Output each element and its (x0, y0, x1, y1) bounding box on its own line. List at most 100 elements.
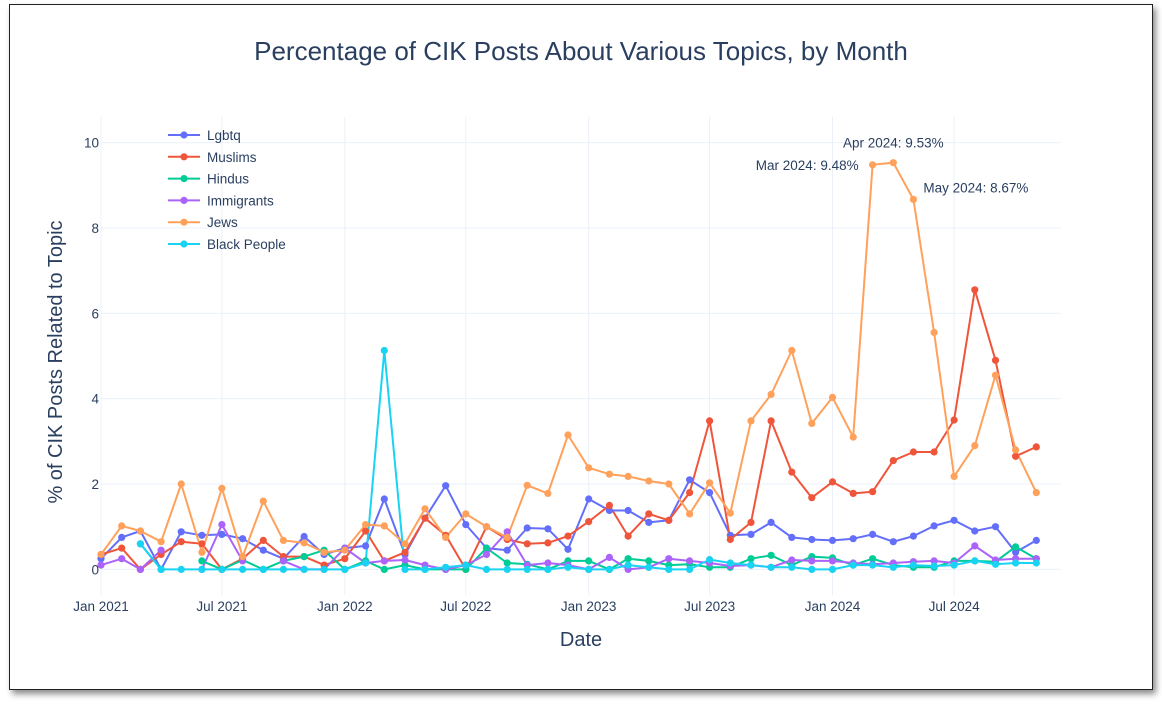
data-point-jews[interactable] (624, 472, 632, 480)
data-point-black-people[interactable] (564, 563, 572, 571)
data-point-lgbtq[interactable] (605, 506, 614, 515)
data-point-jews[interactable] (380, 522, 388, 530)
data-point-muslims[interactable] (991, 356, 1000, 364)
data-point-hindus[interactable] (585, 557, 593, 565)
data-point-black-people[interactable] (1012, 559, 1020, 567)
data-point-muslims[interactable] (849, 489, 857, 497)
data-point-muslims[interactable] (828, 478, 837, 486)
legend-item-jews[interactable]: Jews (168, 215, 238, 230)
data-point-lgbtq[interactable] (300, 532, 308, 541)
data-point-lgbtq[interactable] (828, 536, 837, 545)
data-point-black-people[interactable] (544, 565, 552, 574)
data-point-lgbtq[interactable] (808, 535, 816, 544)
data-point-immigrants[interactable] (136, 565, 144, 574)
data-point-hindus[interactable] (624, 555, 632, 563)
data-point-hindus[interactable] (503, 559, 511, 567)
data-point-muslims[interactable] (930, 448, 938, 456)
data-point-immigrants[interactable] (482, 550, 491, 559)
data-point-lgbtq[interactable] (442, 482, 450, 490)
data-point-muslims[interactable] (645, 510, 653, 518)
data-point-black-people[interactable] (482, 565, 491, 574)
data-point-jews[interactable] (889, 159, 897, 167)
data-point-muslims[interactable] (665, 516, 673, 524)
data-point-lgbtq[interactable] (950, 516, 958, 524)
data-point-black-people[interactable] (380, 346, 388, 355)
data-point-hindus[interactable] (645, 557, 653, 565)
data-point-immigrants[interactable] (503, 528, 511, 536)
data-point-black-people[interactable] (320, 565, 328, 574)
data-point-lgbtq[interactable] (118, 533, 126, 542)
data-point-lgbtq[interactable] (645, 518, 653, 527)
data-point-black-people[interactable] (971, 557, 979, 565)
data-point-jews[interactable] (869, 161, 877, 169)
data-point-black-people[interactable] (218, 565, 226, 574)
data-point-immigrants[interactable] (118, 555, 126, 563)
data-point-lgbtq[interactable] (239, 535, 247, 543)
data-point-jews[interactable] (462, 510, 470, 518)
data-point-hindus[interactable] (1012, 543, 1020, 551)
data-point-jews[interactable] (1032, 489, 1040, 497)
data-point-black-people[interactable] (726, 559, 734, 567)
data-point-immigrants[interactable] (930, 557, 938, 565)
data-point-lgbtq[interactable] (218, 530, 226, 539)
data-point-black-people[interactable] (177, 565, 185, 574)
data-point-immigrants[interactable] (401, 556, 409, 564)
data-point-jews[interactable] (808, 419, 816, 427)
data-point-jews[interactable] (991, 371, 1000, 379)
data-point-black-people[interactable] (239, 565, 247, 574)
data-point-immigrants[interactable] (808, 557, 816, 565)
data-point-jews[interactable] (239, 553, 247, 561)
data-point-jews[interactable] (706, 479, 714, 487)
data-point-jews[interactable] (849, 433, 857, 441)
data-point-lgbtq[interactable] (971, 527, 979, 535)
data-point-lgbtq[interactable] (849, 535, 857, 543)
data-point-muslims[interactable] (788, 468, 796, 476)
data-point-hindus[interactable] (482, 544, 491, 552)
data-point-muslims[interactable] (624, 532, 632, 540)
data-point-black-people[interactable] (401, 565, 409, 574)
data-point-jews[interactable] (665, 480, 673, 488)
data-point-muslims[interactable] (341, 555, 349, 563)
data-point-black-people[interactable] (503, 565, 511, 574)
data-point-black-people[interactable] (869, 561, 877, 569)
legend-item-hindus[interactable]: Hindus (168, 172, 249, 187)
data-point-muslims[interactable] (544, 539, 552, 547)
data-point-immigrants[interactable] (828, 557, 837, 565)
data-point-black-people[interactable] (991, 560, 1000, 568)
data-point-lgbtq[interactable] (462, 521, 470, 529)
data-point-black-people[interactable] (909, 561, 918, 569)
data-point-hindus[interactable] (869, 555, 877, 563)
data-point-jews[interactable] (136, 527, 144, 535)
data-point-muslims[interactable] (747, 518, 755, 527)
data-point-black-people[interactable] (930, 562, 938, 570)
data-point-black-people[interactable] (645, 563, 653, 571)
data-point-lgbtq[interactable] (1012, 548, 1020, 556)
data-point-muslims[interactable] (808, 494, 816, 502)
data-point-jews[interactable] (686, 510, 694, 518)
data-point-jews[interactable] (401, 540, 409, 548)
data-point-lgbtq[interactable] (889, 538, 897, 546)
data-point-lgbtq[interactable] (686, 476, 694, 484)
data-point-muslims[interactable] (362, 527, 370, 535)
data-point-black-people[interactable] (198, 565, 206, 574)
data-point-lgbtq[interactable] (930, 522, 938, 530)
data-point-lgbtq[interactable] (585, 495, 593, 503)
data-point-immigrants[interactable] (279, 557, 287, 565)
data-point-muslims[interactable] (401, 548, 409, 556)
data-point-jews[interactable] (421, 505, 429, 513)
legend-item-lgbtq[interactable]: Lgbtq (168, 128, 241, 143)
data-point-muslims[interactable] (869, 488, 877, 496)
data-point-immigrants[interactable] (788, 556, 796, 564)
data-point-muslims[interactable] (726, 535, 734, 544)
data-point-black-people[interactable] (747, 561, 755, 569)
data-point-jews[interactable] (544, 489, 552, 497)
data-point-lgbtq[interactable] (544, 525, 552, 533)
data-point-jews[interactable] (279, 536, 287, 545)
data-point-muslims[interactable] (177, 538, 185, 546)
data-point-jews[interactable] (828, 393, 837, 401)
data-point-muslims[interactable] (259, 536, 267, 545)
data-point-muslims[interactable] (1032, 443, 1040, 451)
data-point-jews[interactable] (218, 484, 226, 492)
data-point-black-people[interactable] (624, 561, 632, 569)
data-point-lgbtq[interactable] (564, 545, 572, 553)
